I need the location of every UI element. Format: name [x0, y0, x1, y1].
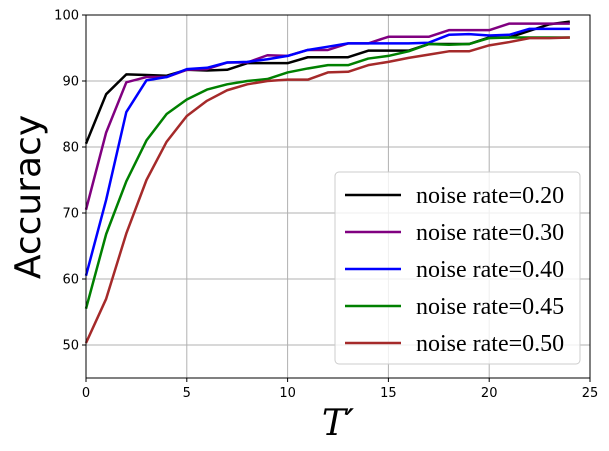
- grid-lines: [85, 14, 591, 378]
- x-tick-label: 10: [279, 386, 296, 401]
- x-tick-label: 15: [380, 386, 397, 401]
- x-tick-label: 0: [82, 386, 90, 401]
- y-tick-label: 90: [62, 75, 79, 90]
- legend-label: noise rate=0.50: [416, 331, 564, 357]
- data-series: [84, 20, 571, 344]
- series-line-3: [84, 27, 570, 277]
- plot-frame: [85, 14, 591, 379]
- x-axis: 0 5 10 15 20 25: [82, 378, 598, 401]
- y-axis: 50 60 70 80 90 100: [54, 9, 86, 354]
- legend-box: [334, 171, 581, 365]
- y-tick-label: 80: [62, 141, 79, 156]
- x-tick-label: 20: [481, 386, 498, 401]
- y-tick-label: 100: [54, 9, 79, 24]
- series-line-5: [84, 36, 570, 344]
- legend-label: noise rate=0.20: [416, 183, 564, 209]
- y-tick-label: 50: [62, 339, 79, 354]
- legend-label: noise rate=0.40: [416, 257, 564, 283]
- legend: noise rate=0.20 noise rate=0.30 noise rate…: [334, 171, 581, 365]
- y-axis-title: Accuracy: [8, 115, 49, 279]
- x-tick-label: 25: [582, 386, 599, 401]
- y-tick-label: 70: [62, 207, 79, 222]
- x-tick-label: 5: [183, 386, 191, 401]
- legend-label: noise rate=0.30: [416, 220, 564, 246]
- x-axis-title: T′: [322, 403, 354, 444]
- legend-label: noise rate=0.45: [416, 294, 564, 320]
- series-line-4: [84, 36, 570, 310]
- y-tick-label: 60: [62, 273, 79, 288]
